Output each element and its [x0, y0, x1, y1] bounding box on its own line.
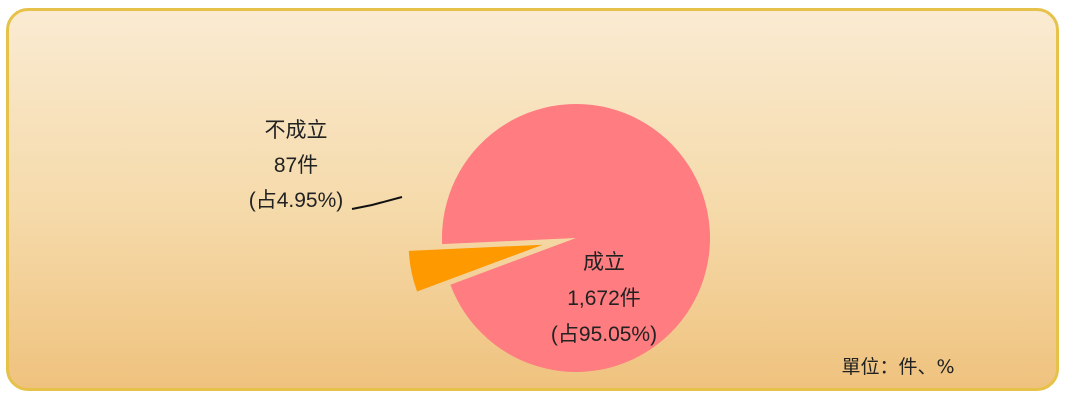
- slice-count-label: 87件: [274, 154, 318, 177]
- slice-label-small: 不成立 87件 (占4.95%): [249, 119, 344, 212]
- pie-slices: [408, 103, 711, 372]
- slice-percent-label: (占4.95%): [249, 189, 344, 212]
- pie-slice-established: [441, 103, 711, 372]
- slice-count-label: 1,672件: [567, 287, 641, 310]
- pie-slice-not-established: [408, 244, 543, 292]
- slice-label-large: 成立 1,672件 (占95.05%): [551, 251, 657, 346]
- leader-line: [351, 196, 403, 210]
- unit-label: 單位：件、%: [841, 356, 954, 378]
- slice-percent-label: (占95.05%): [551, 323, 657, 346]
- slice-name-label: 不成立: [265, 119, 328, 142]
- slice-name-label: 成立: [583, 251, 625, 274]
